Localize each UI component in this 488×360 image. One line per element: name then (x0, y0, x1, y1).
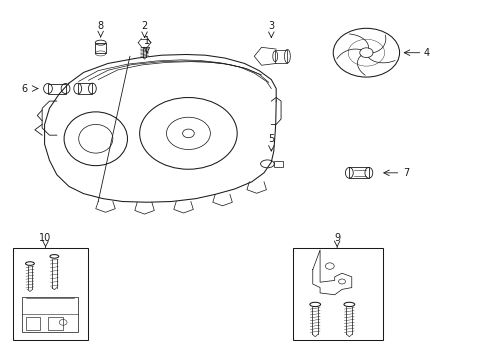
Text: 4: 4 (423, 48, 429, 58)
Text: 6: 6 (21, 84, 27, 94)
Text: 1: 1 (143, 36, 150, 45)
Bar (348, 167, 368, 178)
Text: 9: 9 (333, 233, 340, 243)
Bar (95, 42, 106, 53)
Bar (48, 317, 63, 329)
Bar (21, 297, 78, 332)
Bar (293, 248, 383, 339)
Text: 5: 5 (267, 134, 274, 144)
Text: 3: 3 (268, 21, 274, 31)
Bar (78, 83, 92, 94)
Bar (25, 317, 40, 329)
Text: 10: 10 (40, 233, 52, 243)
Bar (275, 50, 287, 63)
Bar (48, 84, 65, 94)
Text: 8: 8 (98, 21, 103, 31)
Bar (13, 248, 88, 339)
Text: 7: 7 (402, 168, 408, 178)
Text: 2: 2 (141, 21, 147, 31)
Bar (273, 161, 282, 167)
